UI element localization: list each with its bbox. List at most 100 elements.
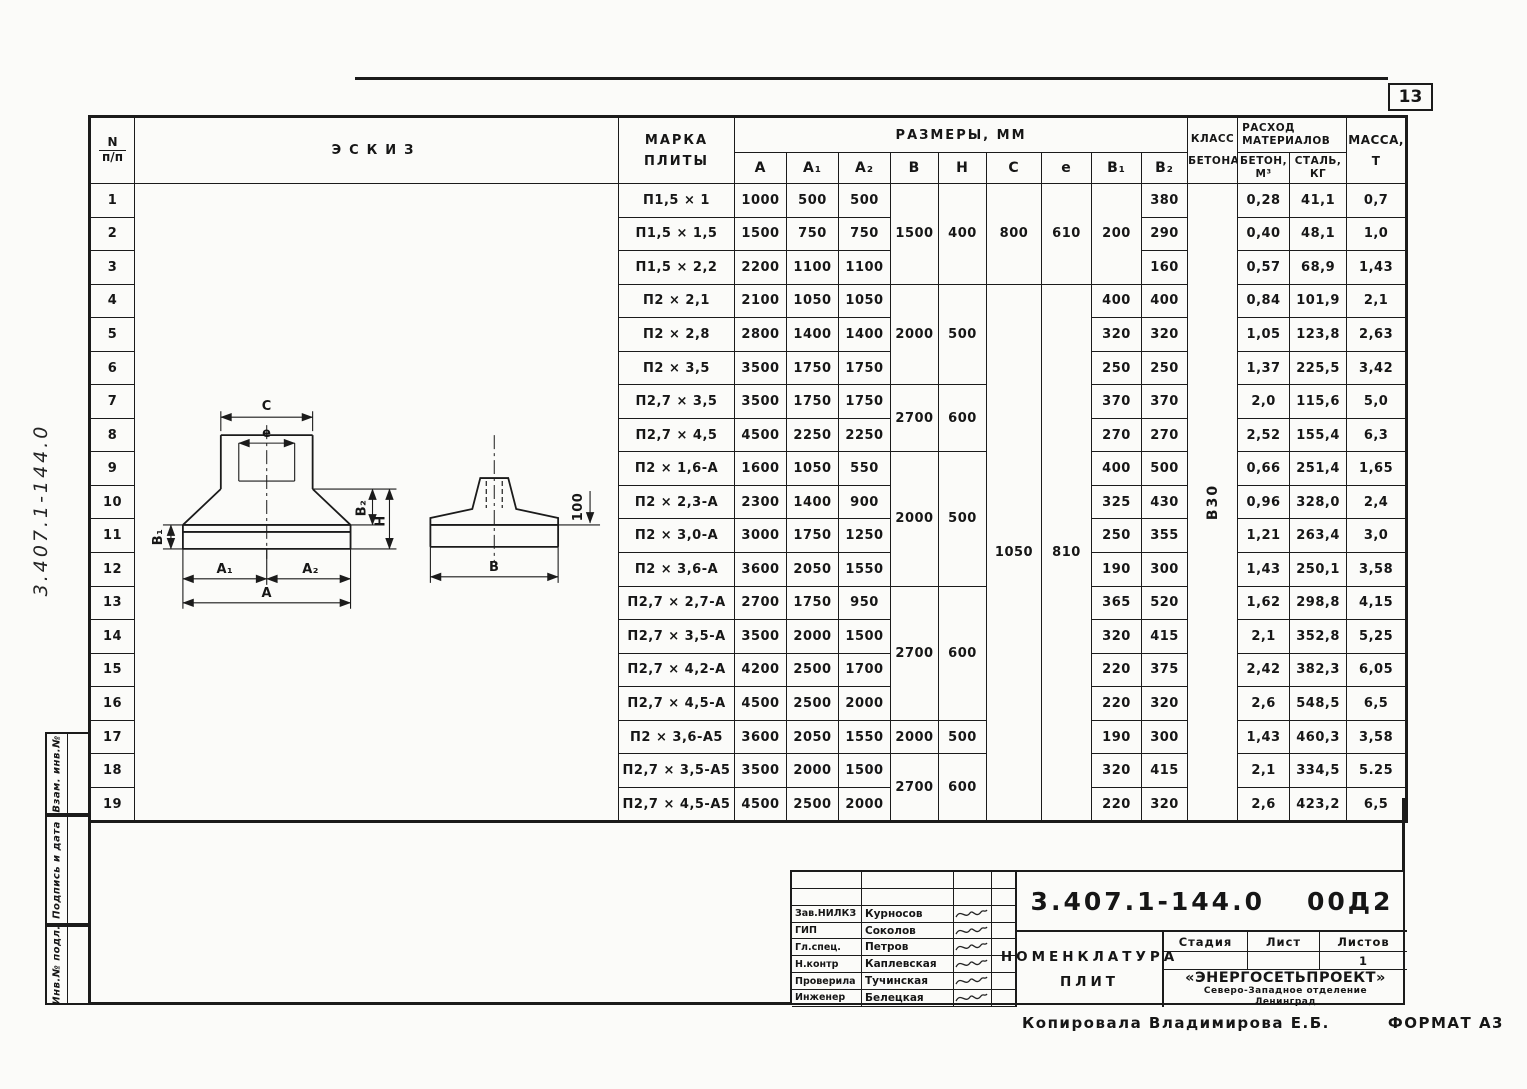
table-cell: 300 bbox=[1140, 719, 1189, 755]
table-cell: 0,96 bbox=[1237, 484, 1291, 520]
dim-label-c: С bbox=[262, 399, 272, 414]
table-cell: 0,66 bbox=[1237, 451, 1291, 486]
plate-mark-cell: П1,5 × 1,5 bbox=[618, 216, 735, 252]
table-cell: 750 bbox=[786, 216, 839, 252]
table-cell: 7 bbox=[89, 384, 135, 419]
table-cell: 6 bbox=[89, 350, 135, 386]
header-mass: МАССА, Т bbox=[1346, 116, 1408, 184]
table-cell: 3500 bbox=[734, 619, 787, 654]
signature-grid-empty-cell bbox=[954, 888, 992, 906]
plate-mark-cell: П2 × 3,6-А5 bbox=[618, 719, 735, 755]
header-dim-a1: А₁ bbox=[786, 152, 839, 184]
table-cell: 1,0 bbox=[1346, 216, 1408, 252]
dim-label-b2: В₂ bbox=[355, 500, 370, 517]
signature-grid-empty-cell bbox=[862, 872, 954, 889]
table-cell: 2,1 bbox=[1237, 619, 1291, 654]
role-cell: Гл.спец. bbox=[792, 939, 862, 957]
table-cell: 334,5 bbox=[1289, 753, 1348, 788]
table-cell: 1750 bbox=[786, 350, 839, 386]
organization-city: Ленинград bbox=[1254, 996, 1317, 1007]
table-cell: 2000 bbox=[786, 619, 839, 654]
table-cell: 548,5 bbox=[1289, 686, 1348, 721]
table-cell: 1250 bbox=[838, 518, 891, 554]
header-concrete: БЕТОН, М³ bbox=[1237, 152, 1291, 184]
table-cell: 68,9 bbox=[1289, 250, 1348, 285]
plate-mark-cell: П2 × 2,1 bbox=[618, 283, 735, 319]
table-cell: 3 bbox=[89, 250, 135, 285]
stage-label: Стадия bbox=[1164, 932, 1248, 952]
signature-cell bbox=[954, 956, 992, 974]
table-cell: 1750 bbox=[786, 384, 839, 419]
table-cell: 2,6 bbox=[1237, 686, 1291, 721]
table-cell: 3,42 bbox=[1346, 350, 1408, 386]
table-cell: 2000 bbox=[838, 686, 891, 721]
table-cell: 190 bbox=[1091, 719, 1142, 755]
table-cell: 325 bbox=[1091, 484, 1142, 520]
name-cell: Каплевская bbox=[862, 956, 954, 974]
table-cell: 2500 bbox=[786, 652, 839, 688]
signature-grid-empty-cell bbox=[992, 888, 1017, 906]
table-cell: 2300 bbox=[734, 484, 787, 520]
table-cell: 600 bbox=[938, 585, 987, 721]
table-cell: 900 bbox=[838, 484, 891, 520]
header-concrete-class: КЛАСС БЕТОНА bbox=[1187, 116, 1239, 184]
concrete-class-value: В30 bbox=[1204, 484, 1221, 521]
table-cell: 1750 bbox=[838, 350, 891, 386]
table-cell: 220 bbox=[1091, 686, 1142, 721]
table-cell: 2,6 bbox=[1237, 786, 1291, 823]
table-cell: 4500 bbox=[734, 417, 787, 453]
table-cell: 6,05 bbox=[1346, 652, 1408, 688]
table-cell: 500 bbox=[838, 183, 891, 218]
table-cell: 2050 bbox=[786, 552, 839, 587]
table-cell: 1050 bbox=[838, 283, 891, 319]
handwritten-series-number: 3.407.1-144.0 bbox=[30, 423, 52, 597]
plate-mark-cell: П1,5 × 1 bbox=[618, 183, 735, 218]
table-cell: 500 bbox=[938, 451, 987, 587]
table-cell: 1750 bbox=[786, 518, 839, 554]
table-cell: 2200 bbox=[734, 250, 787, 285]
table-cell: 1400 bbox=[786, 317, 839, 352]
sheets-label: Листов bbox=[1320, 932, 1407, 952]
table-cell: 1100 bbox=[838, 250, 891, 285]
table-cell: 370 bbox=[1091, 384, 1142, 419]
table-cell: 1,21 bbox=[1237, 518, 1291, 554]
table-cell: 220 bbox=[1091, 786, 1142, 823]
table-cell: 115,6 bbox=[1289, 384, 1348, 419]
table-cell: 1,05 bbox=[1237, 317, 1291, 352]
table-cell: 5,0 bbox=[1346, 384, 1408, 419]
table-cell: 328,0 bbox=[1289, 484, 1348, 520]
header-sketch: ЭСКИЗ bbox=[134, 116, 619, 184]
table-cell: 500 bbox=[786, 183, 839, 218]
table-cell: 1050 bbox=[786, 451, 839, 486]
table-cell: 4 bbox=[89, 283, 135, 319]
dim-label-a: А bbox=[261, 586, 272, 601]
table-cell: 320 bbox=[1091, 753, 1142, 788]
table-cell: 375 bbox=[1140, 652, 1189, 688]
header-dim-c: С bbox=[986, 152, 1042, 184]
table-cell: 2800 bbox=[734, 317, 787, 352]
table-cell: 2,1 bbox=[1237, 753, 1291, 788]
table-cell: 1,37 bbox=[1237, 350, 1291, 386]
plate-sketch: С е В₁ В₂ Н А₁ А₂ А В 100 bbox=[151, 399, 601, 609]
plate-mark-cell: П2,7 × 3,5-А5 bbox=[618, 753, 735, 788]
table-cell: 2500 bbox=[786, 786, 839, 823]
signature-cell bbox=[954, 939, 992, 957]
table-cell: 1,65 bbox=[1346, 451, 1408, 486]
table-cell: 320 bbox=[1091, 619, 1142, 654]
table-cell: 1600 bbox=[734, 451, 787, 486]
table-cell: 3600 bbox=[734, 719, 787, 755]
role-cell: Инженер bbox=[792, 990, 862, 1007]
table-cell: 320 bbox=[1140, 786, 1189, 823]
plate-mark-cell: П2 × 3,6-А bbox=[618, 552, 735, 587]
date-cell bbox=[992, 922, 1017, 940]
table-cell: 8 bbox=[89, 417, 135, 453]
stamp-vzam-inv-label: Взам. инв.№ bbox=[47, 734, 68, 813]
plate-mark-cell: П2 × 3,5 bbox=[618, 350, 735, 386]
table-cell: 4200 bbox=[734, 652, 787, 688]
table-cell: 123,8 bbox=[1289, 317, 1348, 352]
drawing-title-box: НОМЕНКЛАТУРА ПЛИТ bbox=[1001, 932, 1174, 1007]
table-cell: 300 bbox=[1140, 552, 1189, 587]
table-cell: 16 bbox=[89, 686, 135, 721]
table-cell: 1,43 bbox=[1237, 719, 1291, 755]
dim-label-b1: В₁ bbox=[151, 529, 166, 546]
